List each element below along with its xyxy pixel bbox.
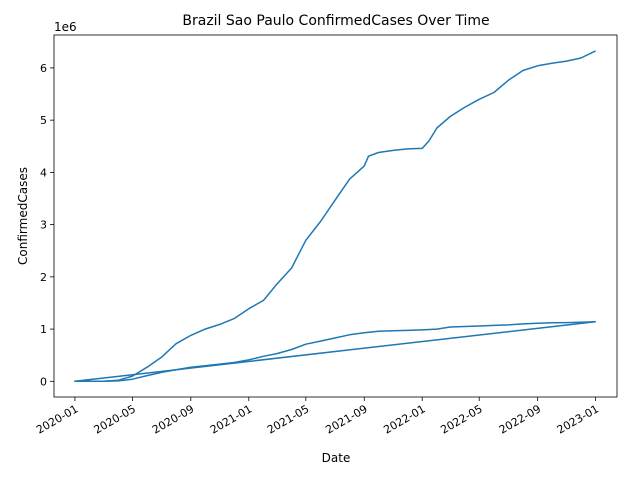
series-line-1 <box>74 50 596 383</box>
y-tick-label: 1 <box>40 323 47 336</box>
y-offset-label: 1e6 <box>54 20 77 34</box>
y-tick-label: 4 <box>40 166 47 179</box>
chart-title: Brazil Sao Paulo ConfirmedCases Over Tim… <box>182 13 489 29</box>
x-axis-label: Date <box>322 451 351 465</box>
y-axis-ticks: 0 1 2 3 4 5 6 <box>40 62 54 388</box>
y-tick-label: 3 <box>40 219 47 232</box>
series-lines <box>74 50 596 383</box>
y-tick-label: 6 <box>40 62 47 75</box>
y-tick-label: 5 <box>40 114 47 127</box>
y-axis-label: ConfirmedCases <box>16 167 30 265</box>
series-line-3 <box>74 321 596 383</box>
y-tick-label: 2 <box>40 271 47 284</box>
plot-frame <box>53 34 618 398</box>
y-tick-label: 0 <box>40 375 47 388</box>
